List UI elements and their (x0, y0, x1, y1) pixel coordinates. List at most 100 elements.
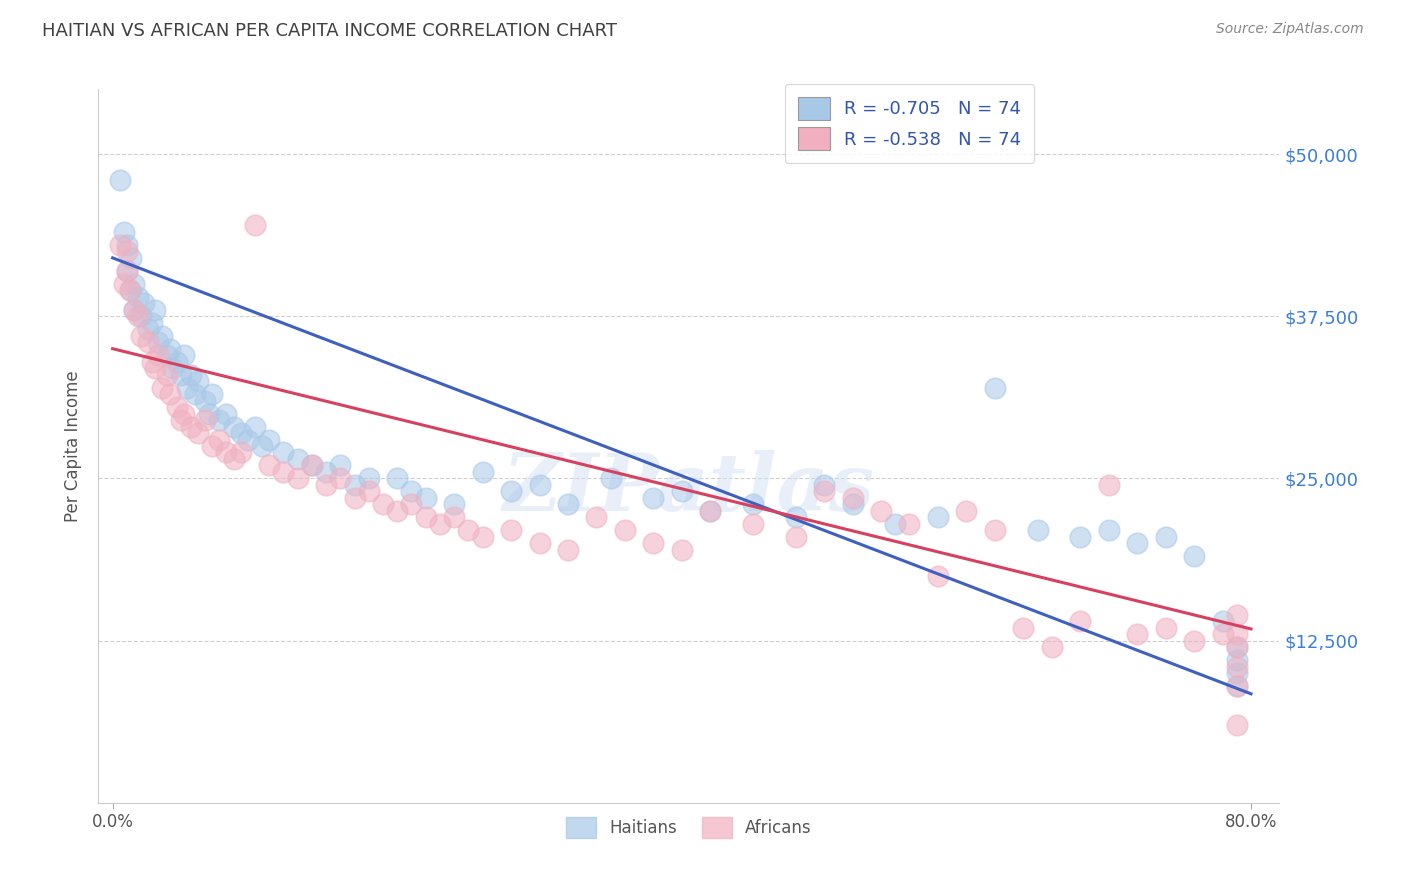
Point (180, 419, 202, 434)
Point (301, 458, 323, 473)
Point (118, 283, 141, 297)
Point (194, 413, 217, 427)
Point (166, 354, 188, 368)
Point (357, 484, 380, 499)
Text: ZIPatlas: ZIPatlas (503, 450, 875, 527)
Point (129, 328, 152, 343)
Point (984, 381, 1007, 395)
Point (343, 478, 366, 492)
Point (443, 510, 465, 524)
Point (785, 530, 807, 544)
Point (141, 316, 163, 330)
Point (884, 516, 907, 531)
Point (499, 524, 522, 538)
Point (1098, 478, 1121, 492)
Point (643, 536, 665, 550)
Point (841, 497, 863, 511)
Point (156, 368, 179, 382)
Point (1040, 640, 1063, 654)
Point (1226, 653, 1249, 667)
Point (122, 302, 145, 317)
Point (499, 484, 522, 499)
Point (301, 458, 323, 473)
Point (315, 465, 337, 479)
Point (415, 491, 437, 505)
Point (1226, 679, 1249, 693)
Point (194, 393, 217, 408)
Point (471, 465, 494, 479)
Point (1012, 621, 1035, 635)
Point (343, 491, 366, 505)
Point (141, 354, 163, 368)
Point (1212, 614, 1234, 628)
Text: Source: ZipAtlas.com: Source: ZipAtlas.com (1216, 22, 1364, 37)
Point (257, 458, 280, 473)
Point (115, 244, 138, 259)
Point (471, 530, 494, 544)
Point (112, 277, 135, 291)
Point (898, 516, 921, 531)
Point (329, 471, 352, 485)
Point (813, 478, 835, 492)
Point (112, 225, 135, 239)
Point (1226, 666, 1249, 681)
Point (208, 413, 231, 427)
Point (273, 445, 295, 459)
Point (215, 407, 238, 421)
Point (1226, 659, 1249, 673)
Point (222, 452, 245, 467)
Point (118, 283, 141, 297)
Point (557, 542, 579, 557)
Point (742, 516, 765, 531)
Point (120, 251, 142, 265)
Point (115, 264, 138, 278)
Point (173, 348, 195, 362)
Legend: Haitians, Africans: Haitians, Africans (560, 811, 818, 845)
Point (599, 471, 621, 485)
Point (557, 497, 579, 511)
Point (429, 516, 451, 531)
Point (287, 452, 309, 467)
Point (152, 381, 174, 395)
Point (170, 413, 193, 427)
Point (1154, 621, 1177, 635)
Point (443, 497, 465, 511)
Point (257, 433, 280, 447)
Point (357, 471, 380, 485)
Point (643, 491, 665, 505)
Point (927, 568, 949, 582)
Point (273, 465, 295, 479)
Point (162, 361, 184, 376)
Point (243, 219, 266, 233)
Point (585, 510, 607, 524)
Point (371, 497, 394, 511)
Point (785, 510, 807, 524)
Point (156, 348, 179, 362)
Point (229, 425, 252, 440)
Point (457, 524, 479, 538)
Point (173, 407, 195, 421)
Point (152, 328, 174, 343)
Point (671, 484, 693, 499)
Point (529, 478, 551, 492)
Point (208, 433, 231, 447)
Point (1226, 627, 1249, 641)
Point (222, 419, 245, 434)
Point (613, 524, 636, 538)
Point (143, 302, 166, 317)
Point (229, 445, 252, 459)
Point (136, 322, 159, 336)
Point (122, 302, 145, 317)
Point (136, 335, 159, 350)
Point (1154, 530, 1177, 544)
Point (1226, 640, 1249, 654)
Point (108, 238, 131, 252)
Point (699, 504, 721, 518)
Point (699, 504, 721, 518)
Point (1069, 614, 1091, 628)
Point (1182, 549, 1205, 564)
Point (671, 542, 693, 557)
Point (870, 504, 893, 518)
Point (198, 407, 221, 421)
Point (287, 471, 309, 485)
